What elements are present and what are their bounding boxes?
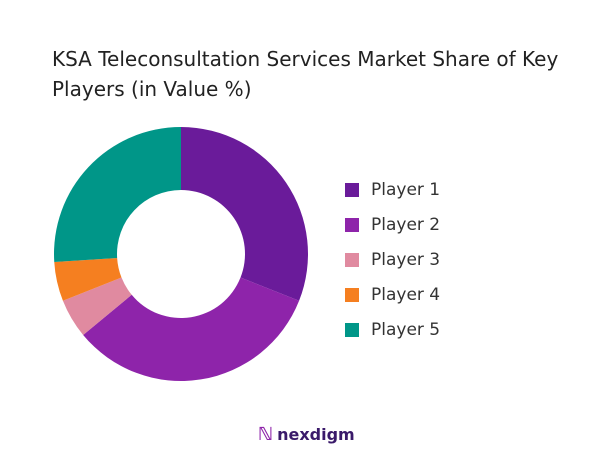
legend-item: Player 3 xyxy=(345,242,440,277)
legend-label: Player 4 xyxy=(371,284,441,305)
donut-slice-4 xyxy=(54,258,122,301)
legend-swatch xyxy=(345,287,359,302)
donut-slice-3 xyxy=(62,277,132,335)
legend: Player 1 Player 2 Player 3 Player 4 Player 5 xyxy=(345,172,440,347)
brand-logo: ℕ nexdigm xyxy=(258,424,355,445)
legend-label: Player 2 xyxy=(371,214,441,235)
brand-name: nexdigm xyxy=(277,425,355,444)
legend-swatch xyxy=(345,217,359,232)
nexdigm-logo-icon: ℕ xyxy=(258,424,274,445)
legend-item: Player 1 xyxy=(345,172,440,207)
legend-item: Player 2 xyxy=(345,207,440,242)
legend-item: Player 5 xyxy=(345,312,440,347)
legend-item: Player 4 xyxy=(345,277,440,312)
legend-label: Player 1 xyxy=(371,179,441,200)
legend-swatch xyxy=(345,182,359,197)
donut-slice-5 xyxy=(54,127,181,262)
donut-slice-2 xyxy=(83,277,300,381)
legend-label: Player 5 xyxy=(371,319,441,340)
legend-swatch xyxy=(345,252,359,267)
donut-slice-1 xyxy=(181,127,308,301)
legend-label: Player 3 xyxy=(371,249,441,270)
legend-swatch xyxy=(345,322,359,337)
chart-title: KSA Teleconsultation Services Market Sha… xyxy=(52,47,559,101)
